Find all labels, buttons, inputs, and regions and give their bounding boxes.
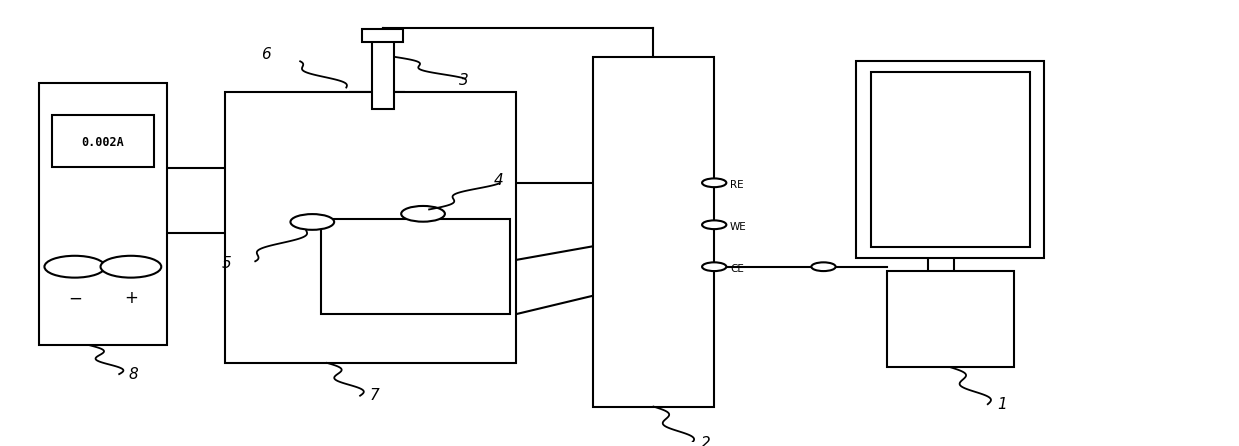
Bar [40,83,166,345]
Bar [321,219,510,314]
Text: −: − [68,289,82,307]
Text: 0.002A: 0.002A [82,136,124,149]
Text: 7: 7 [369,388,379,403]
Text: 8: 8 [129,367,139,381]
Bar [224,92,517,363]
Bar [856,61,1044,258]
Bar [871,72,1030,247]
Text: RE: RE [730,180,743,190]
Bar [362,29,404,41]
Circle shape [100,256,161,277]
Text: 6: 6 [261,47,271,62]
Bar [372,31,394,109]
Bar [887,271,1014,367]
Circle shape [45,256,105,277]
Circle shape [703,220,726,229]
Bar [52,115,154,167]
Circle shape [703,178,726,187]
Text: 5: 5 [222,256,230,271]
Text: 1: 1 [997,396,1007,412]
Circle shape [290,214,335,230]
Bar [592,57,714,407]
Text: WE: WE [730,222,747,232]
Text: 4: 4 [493,173,503,188]
Text: +: + [124,289,138,307]
Circle shape [703,262,726,271]
Text: 3: 3 [460,73,470,88]
Text: 2: 2 [700,436,710,446]
Text: CE: CE [730,264,743,274]
Circle shape [812,262,835,271]
Circle shape [401,206,445,222]
